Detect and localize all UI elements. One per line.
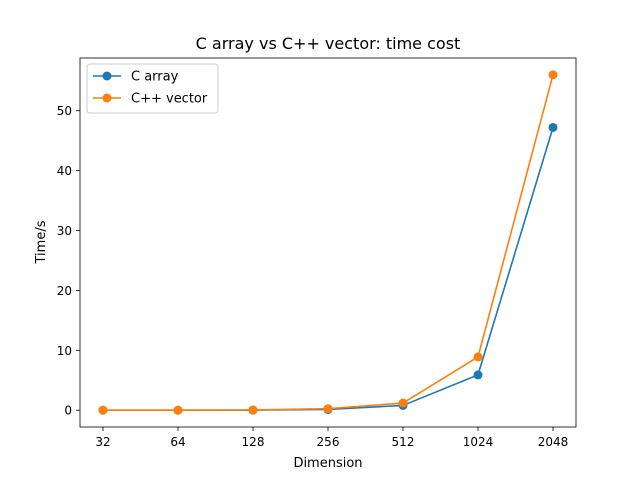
- y-axis: 0 10 20 30 40 50: [57, 104, 80, 418]
- y-tick-label-0: 0: [64, 404, 72, 418]
- x-tick-label-2048: 2048: [538, 435, 569, 449]
- y-tick-label-30: 30: [57, 224, 72, 238]
- x-tick-label-128: 128: [242, 435, 265, 449]
- data-point-c-vector-128: [248, 405, 258, 415]
- x-tick-label-64: 64: [170, 435, 185, 449]
- x-axis-label: Dimension: [293, 456, 362, 471]
- x-tick-label-512: 512: [392, 435, 415, 449]
- y-tick-label-50: 50: [57, 104, 72, 118]
- legend-label-c-array: C array: [131, 70, 179, 85]
- legend: C array C++ vector: [86, 63, 219, 114]
- data-point-c-vector-512: [398, 398, 408, 408]
- x-axis: 32 64 128 256 512 1024 2048: [95, 427, 568, 449]
- legend-marker-c-array: [102, 71, 112, 81]
- series-layer: [98, 70, 558, 415]
- y-tick-label-10: 10: [57, 344, 72, 358]
- series-c-vector: [98, 70, 558, 415]
- data-point-c-vector-256: [323, 404, 333, 414]
- x-tick-label-256: 256: [317, 435, 340, 449]
- y-axis-label: Time/s: [34, 220, 49, 264]
- x-tick-label-1024: 1024: [463, 435, 494, 449]
- data-point-c-array-1024: [473, 370, 483, 380]
- data-point-c-vector-64: [173, 405, 183, 415]
- data-point-c-vector-1024: [473, 352, 483, 362]
- legend-item-c-vector: C++ vector: [93, 92, 208, 107]
- data-point-c-vector-2048: [548, 70, 558, 80]
- data-point-c-vector-32: [98, 405, 108, 415]
- chart-title: C array vs C++ vector: time cost: [196, 34, 461, 53]
- y-tick-label-40: 40: [57, 164, 72, 178]
- legend-label-c-vector: C++ vector: [131, 92, 208, 107]
- y-tick-label-20: 20: [57, 284, 72, 298]
- x-tick-label-32: 32: [95, 435, 110, 449]
- data-point-c-array-2048: [548, 122, 558, 132]
- legend-marker-c-vector: [102, 93, 112, 103]
- legend-item-c-array: C array: [93, 70, 179, 85]
